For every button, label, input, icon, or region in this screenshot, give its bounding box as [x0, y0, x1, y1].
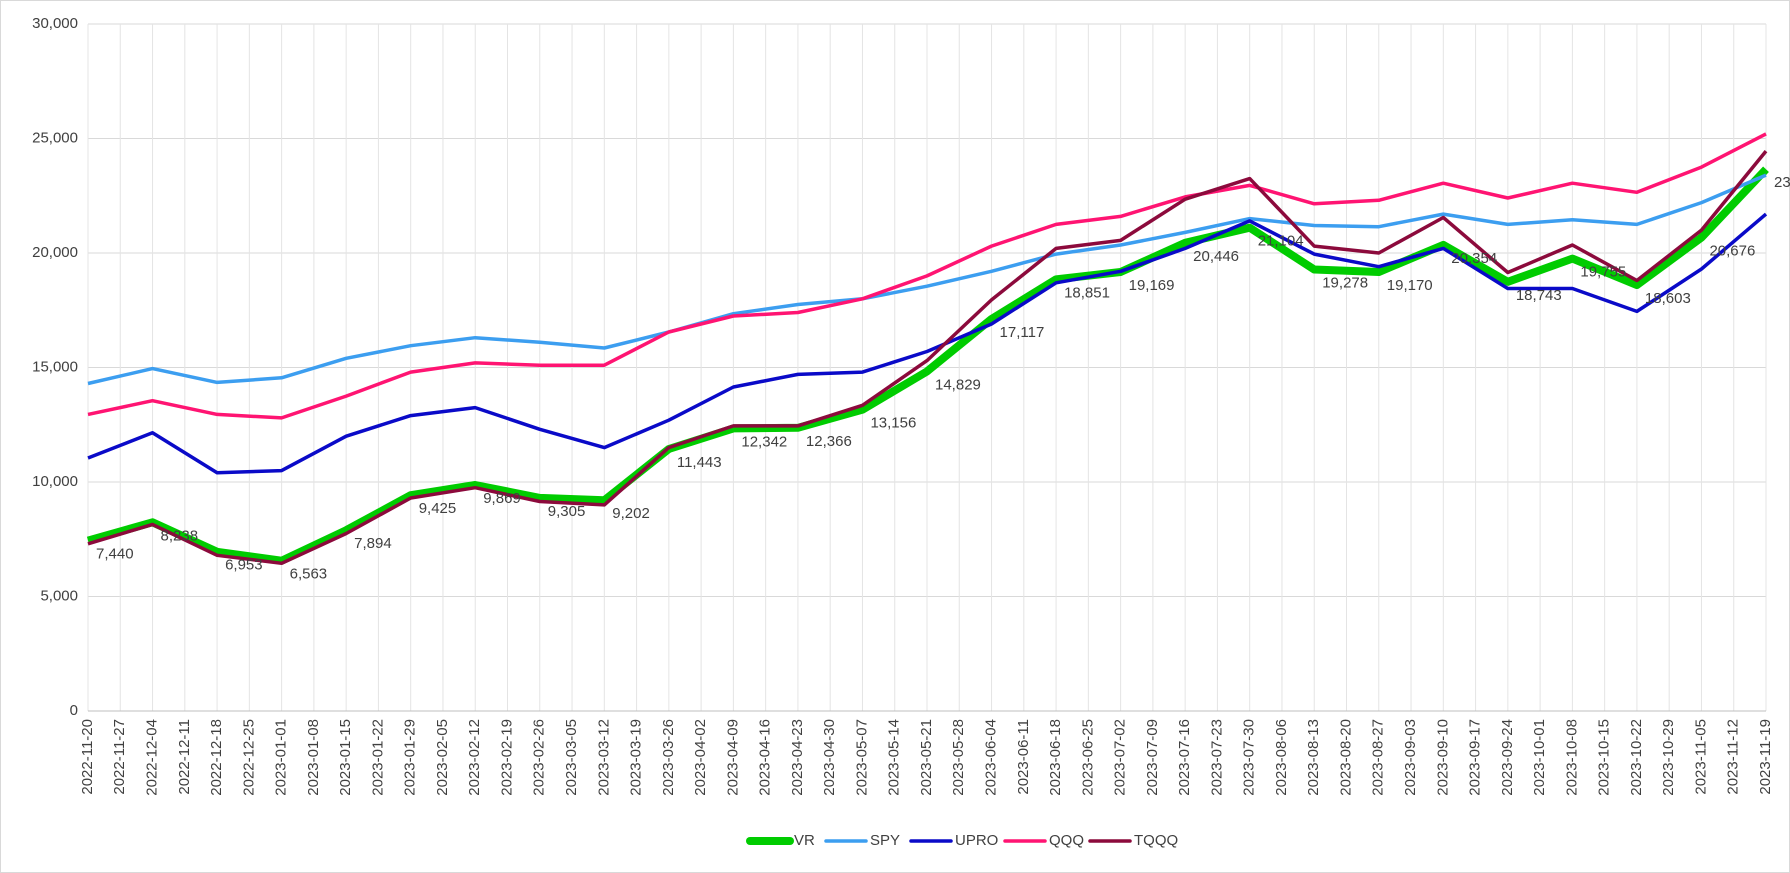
y-tick-label: 25,000	[32, 129, 78, 146]
y-tick-label: 20,000	[32, 244, 78, 261]
data-label: 11,443	[677, 454, 722, 471]
x-tick-label: 2022-12-04	[144, 719, 161, 796]
x-tick-label: 2023-11-05	[1692, 719, 1709, 795]
x-tick-label: 2023-05-07	[853, 719, 870, 796]
x-tick-label: 2023-08-13	[1305, 719, 1322, 796]
x-tick-label: 2023-10-15	[1596, 719, 1613, 796]
x-tick-label: 2023-05-14	[886, 719, 903, 796]
data-label: 21,104	[1258, 233, 1304, 250]
x-tick-label: 2023-10-01	[1531, 719, 1548, 796]
x-tick-label: 2023-08-06	[1273, 719, 1290, 796]
x-tick-label: 2023-11-12	[1725, 719, 1742, 795]
data-label: 7,440	[96, 546, 134, 563]
x-tick-label: 2023-04-16	[757, 719, 774, 796]
data-label: 7,894	[354, 535, 392, 552]
x-tick-label: 2023-03-26	[660, 719, 677, 796]
data-label: 20,446	[1193, 248, 1239, 265]
data-label: 9,202	[612, 505, 650, 522]
x-tick-label: 2023-10-08	[1563, 719, 1580, 796]
data-label: 6,563	[290, 566, 328, 583]
x-tick-label: 2023-07-30	[1241, 719, 1258, 796]
data-label: 13,156	[870, 415, 916, 432]
y-tick-label: 5,000	[40, 587, 78, 604]
x-tick-label: 2023-11-19	[1757, 719, 1774, 795]
x-tick-label: 2023-02-05	[434, 719, 451, 796]
x-tick-label: 2023-02-19	[498, 719, 515, 796]
x-tick-label: 2022-12-11	[176, 719, 193, 795]
y-tick-label: 10,000	[32, 473, 78, 490]
x-tick-label: 2023-01-01	[273, 719, 290, 796]
data-label: 18,603	[1645, 290, 1691, 307]
data-label: 18,851	[1064, 284, 1110, 301]
data-label: 18,743	[1516, 287, 1562, 304]
x-tick-label: 2022-12-18	[208, 719, 225, 796]
data-label: 19,170	[1387, 277, 1433, 294]
x-tick-label: 2023-08-27	[1370, 719, 1387, 796]
data-label: 8,238	[161, 527, 199, 544]
data-label: 12,366	[806, 433, 852, 450]
x-tick-label: 2023-09-10	[1434, 719, 1451, 796]
x-tick-label: 2023-01-22	[369, 719, 386, 796]
x-tick-label: 2023-03-05	[563, 719, 580, 796]
x-tick-label: 2023-03-19	[628, 719, 645, 796]
x-tick-label: 2023-04-02	[692, 719, 709, 796]
legend-label: VR	[794, 832, 815, 849]
series-line	[87, 212, 1768, 475]
x-tick-label: 2022-11-27	[111, 719, 128, 795]
data-label: 19,278	[1322, 275, 1368, 292]
x-tick-label: 2023-06-18	[1047, 719, 1064, 796]
legend-label: TQQQ	[1134, 832, 1178, 849]
legend-label: UPRO	[955, 832, 998, 849]
x-tick-label: 2023-03-12	[595, 719, 612, 796]
legend-label: SPY	[870, 832, 900, 849]
x-tick-label: 2023-07-02	[1112, 719, 1129, 796]
x-tick-label: 2023-07-23	[1208, 719, 1225, 796]
data-label: 12,342	[741, 433, 787, 450]
y-tick-label: 0	[70, 702, 78, 719]
data-label: 19,755	[1580, 264, 1626, 281]
x-tick-label: 2023-04-23	[789, 719, 806, 796]
y-tick-label: 30,000	[32, 15, 78, 32]
x-tick-label: 2023-05-28	[950, 719, 967, 796]
data-label: 14,829	[935, 376, 981, 393]
x-tick-label: 2023-01-08	[305, 719, 322, 796]
x-tick-label: 2023-06-11	[1015, 719, 1032, 795]
data-label: 9,425	[419, 500, 457, 517]
x-tick-label: 2023-05-21	[918, 719, 935, 796]
data-label: 20,676	[1709, 242, 1755, 259]
x-tick-label: 2022-12-25	[240, 719, 257, 796]
series-line	[87, 132, 1767, 420]
x-tick-label: 2023-01-15	[337, 719, 354, 796]
series-line	[87, 173, 1767, 386]
data-label: 20,354	[1451, 250, 1497, 267]
data-label: 19,169	[1129, 277, 1175, 294]
x-tick-label: 2023-08-20	[1337, 719, 1354, 796]
series-line	[87, 149, 1768, 566]
x-tick-label: 2023-09-24	[1499, 719, 1516, 796]
data-label: 9,869	[483, 490, 521, 507]
data-label: 23,660	[1774, 174, 1790, 191]
x-tick-label: 2023-10-22	[1628, 719, 1645, 796]
series-line	[86, 166, 1769, 565]
x-tick-label: 2023-02-12	[466, 719, 483, 796]
data-label: 9,305	[548, 503, 586, 520]
x-tick-label: 2023-04-30	[821, 719, 838, 796]
data-label: 6,953	[225, 557, 263, 574]
x-tick-label: 2023-07-16	[1176, 719, 1193, 796]
x-tick-label: 2023-01-29	[402, 719, 419, 796]
x-tick-label: 2023-09-03	[1402, 719, 1419, 796]
data-label: 17,117	[1000, 324, 1045, 341]
x-tick-label: 2023-10-29	[1660, 719, 1677, 796]
x-tick-label: 2023-09-17	[1467, 719, 1484, 796]
y-tick-label: 15,000	[32, 358, 78, 375]
x-tick-label: 2022-11-20	[79, 719, 96, 795]
x-tick-label: 2023-06-25	[1079, 719, 1096, 796]
x-tick-label: 2023-02-26	[531, 719, 548, 796]
x-tick-label: 2023-04-09	[724, 719, 741, 796]
x-tick-label: 2023-07-09	[1144, 719, 1161, 796]
legend-label: QQQ	[1049, 832, 1084, 849]
x-tick-label: 2023-06-04	[983, 719, 1000, 796]
